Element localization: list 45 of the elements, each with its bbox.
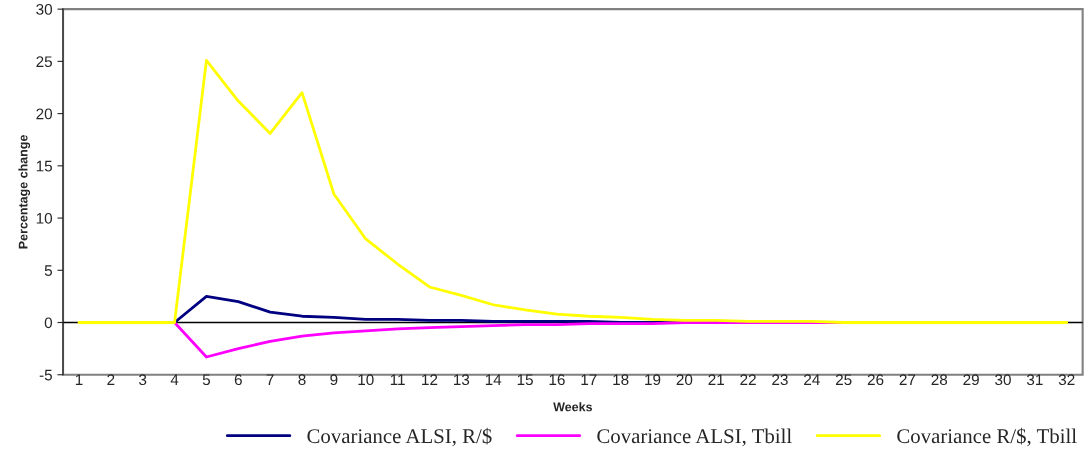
- x-axis-title: Weeks: [553, 402, 593, 412]
- y-tick-label: 0: [44, 317, 53, 329]
- x-tick-label: 6: [234, 374, 242, 386]
- x-tick-label: 19: [645, 374, 661, 386]
- x-tick-label: 31: [1026, 374, 1043, 386]
- y-tick-label: 5: [44, 265, 52, 276]
- x-tick-label: 1: [75, 374, 83, 385]
- x-tick-label: 20: [676, 374, 693, 386]
- x-tick-label: 26: [867, 374, 884, 386]
- x-tick-label: 9: [330, 374, 338, 386]
- y-tick-label: 30: [36, 4, 53, 15]
- x-tick-label: 15: [517, 374, 533, 386]
- x-tick-label: 10: [358, 374, 374, 386]
- y-tick-label: 15: [36, 160, 52, 172]
- y-axis-title: Percentage change: [18, 135, 31, 249]
- x-tick-label: 17: [581, 374, 597, 385]
- x-tick-label: 25: [835, 374, 852, 386]
- legend-label: Covariance ALSI, Tbill: [597, 428, 792, 447]
- y-tick-label: 20: [36, 108, 53, 120]
- x-tick-label: 13: [454, 374, 470, 386]
- x-tick-label: 30: [995, 374, 1011, 386]
- x-tick-label: 23: [772, 374, 788, 386]
- y-tick-label: 25: [36, 56, 52, 68]
- legend-label: Covariance ALSI, R/$: [307, 427, 492, 447]
- x-tick-label: 16: [549, 374, 565, 386]
- x-tick-label: 18: [613, 374, 629, 386]
- x-tick-label: 29: [963, 374, 979, 386]
- x-tick-label: 27: [899, 374, 916, 385]
- legend-label: Covariance R/$, Tbill: [897, 427, 1077, 447]
- x-tick-label: 7: [266, 374, 274, 385]
- x-tick-label: 21: [708, 374, 724, 385]
- x-tick-label: 8: [298, 374, 306, 386]
- x-tick-label: 32: [1058, 374, 1075, 386]
- x-tick-label: 2: [107, 374, 115, 385]
- x-tick-label: 24: [804, 374, 820, 385]
- x-tick-label: 11: [390, 374, 405, 385]
- x-tick-label: 3: [139, 374, 147, 386]
- x-tick-label: 22: [740, 374, 756, 385]
- x-tick-label: 14: [485, 374, 502, 385]
- x-tick-label: 5: [202, 374, 211, 386]
- y-tick-label: 10: [36, 212, 53, 224]
- x-tick-label: 28: [931, 374, 948, 386]
- x-tick-label: 4: [170, 374, 179, 385]
- x-tick-label: 12: [422, 374, 438, 385]
- y-tick-label: -5: [39, 369, 52, 381]
